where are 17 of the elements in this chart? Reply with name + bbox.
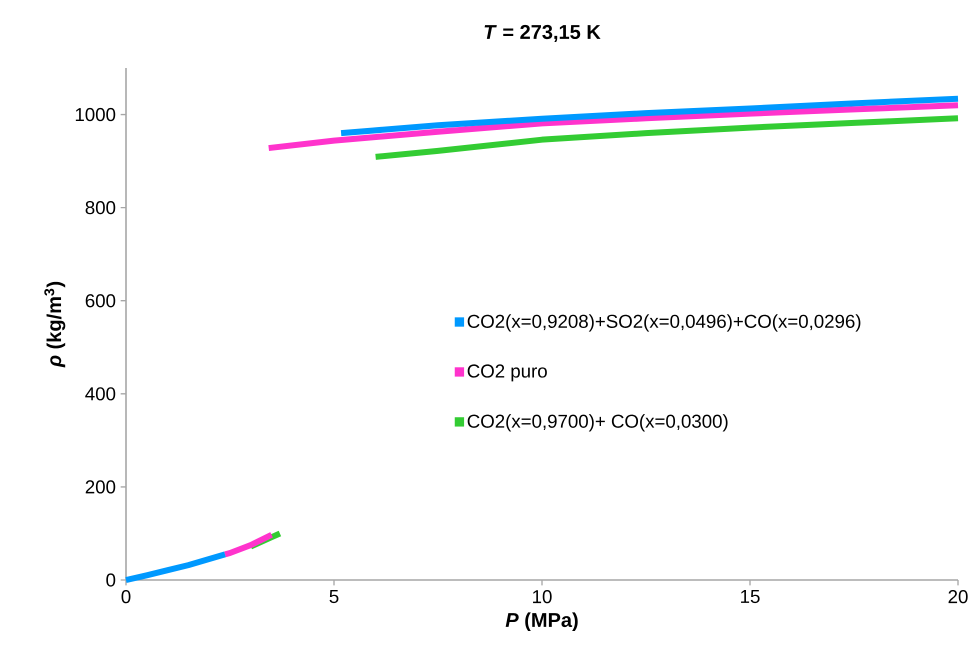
y-tick-label: 0 <box>106 573 116 587</box>
y-tick-label: 400 <box>85 387 116 400</box>
legend-label: CO2(x=0,9208)+SO2(x=0,0496)+CO(x=0,0296) <box>468 314 860 332</box>
x-tick-label: 10 <box>533 590 552 604</box>
y-tick-label: 800 <box>86 201 116 214</box>
legend-label: CO2 puro <box>468 364 547 382</box>
chart-title: T = 273,15 K <box>484 24 601 42</box>
y-axis-title: ρ (kg/m$^{3}$) <box>44 282 66 368</box>
y-tick-label: 600 <box>86 294 116 308</box>
x-tick-label: 15 <box>741 590 760 604</box>
y-tick-label: 1000 <box>76 108 116 122</box>
x-tick-label: 20 <box>948 590 968 604</box>
legend-label: CO2(x=0,9700)+ CO(x=0,0300) <box>468 414 728 432</box>
x-tick-label: 5 <box>330 590 338 604</box>
x-tick-label: 0 <box>122 590 130 604</box>
y-tick-label: 200 <box>86 480 116 494</box>
x-axis-title: P (MPa) <box>506 612 578 632</box>
